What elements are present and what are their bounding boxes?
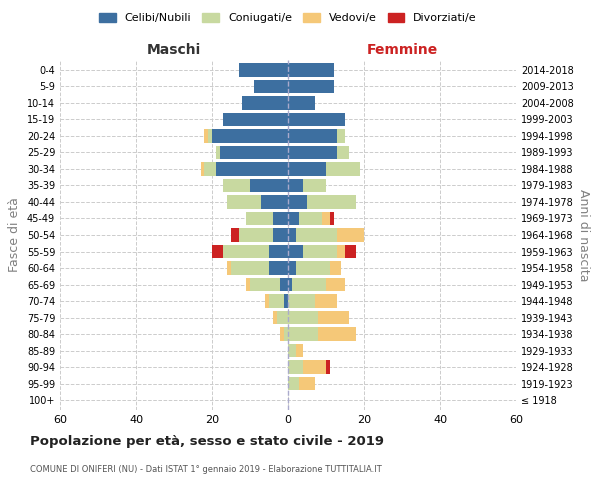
Bar bbox=[296, 228, 337, 241]
Bar bbox=[322, 212, 330, 225]
Bar bbox=[246, 278, 250, 291]
Bar bbox=[288, 360, 303, 374]
Bar bbox=[227, 262, 231, 274]
Bar bbox=[288, 80, 334, 93]
Bar bbox=[212, 245, 223, 258]
Bar bbox=[223, 113, 288, 126]
Bar bbox=[345, 245, 356, 258]
Bar bbox=[288, 179, 303, 192]
Bar bbox=[337, 228, 364, 241]
Bar bbox=[269, 245, 288, 258]
Bar bbox=[288, 96, 314, 110]
Bar bbox=[288, 377, 299, 390]
Bar bbox=[319, 328, 356, 340]
Bar bbox=[330, 212, 334, 225]
Text: Femmine: Femmine bbox=[367, 42, 437, 56]
Bar bbox=[307, 196, 356, 208]
Text: Maschi: Maschi bbox=[147, 42, 201, 56]
Bar bbox=[284, 328, 288, 340]
Bar bbox=[337, 146, 349, 159]
Bar bbox=[223, 179, 250, 192]
Bar bbox=[288, 196, 307, 208]
Bar bbox=[250, 179, 288, 192]
Y-axis label: Fasce di età: Fasce di età bbox=[8, 198, 21, 272]
Bar bbox=[212, 130, 288, 142]
Bar bbox=[303, 179, 326, 192]
Bar bbox=[288, 294, 314, 308]
Bar bbox=[262, 196, 288, 208]
Bar bbox=[299, 212, 322, 225]
Bar bbox=[246, 212, 273, 225]
Bar bbox=[292, 278, 326, 291]
Bar bbox=[200, 162, 205, 175]
Bar bbox=[288, 328, 319, 340]
Bar bbox=[314, 294, 337, 308]
Bar bbox=[231, 228, 239, 241]
Bar bbox=[288, 162, 326, 175]
Bar bbox=[239, 228, 273, 241]
Bar bbox=[288, 262, 296, 274]
Bar bbox=[227, 196, 262, 208]
Bar bbox=[273, 212, 288, 225]
Bar bbox=[288, 311, 319, 324]
Bar bbox=[330, 262, 341, 274]
Bar bbox=[280, 278, 288, 291]
Bar bbox=[337, 245, 345, 258]
Bar bbox=[288, 130, 337, 142]
Bar bbox=[273, 311, 277, 324]
Bar bbox=[296, 262, 330, 274]
Bar bbox=[269, 262, 288, 274]
Bar bbox=[250, 278, 280, 291]
Bar bbox=[239, 64, 288, 76]
Bar bbox=[326, 360, 330, 374]
Bar bbox=[242, 96, 288, 110]
Bar bbox=[205, 162, 216, 175]
Text: Popolazione per età, sesso e stato civile - 2019: Popolazione per età, sesso e stato civil… bbox=[30, 435, 384, 448]
Bar bbox=[326, 162, 360, 175]
Bar bbox=[208, 130, 212, 142]
Bar bbox=[269, 294, 284, 308]
Bar bbox=[303, 245, 337, 258]
Bar bbox=[303, 360, 326, 374]
Bar bbox=[288, 344, 296, 357]
Bar bbox=[216, 146, 220, 159]
Bar bbox=[265, 294, 269, 308]
Bar bbox=[288, 278, 292, 291]
Bar bbox=[337, 130, 345, 142]
Bar bbox=[288, 212, 299, 225]
Y-axis label: Anni di nascita: Anni di nascita bbox=[577, 188, 590, 281]
Bar bbox=[288, 64, 334, 76]
Text: COMUNE DI ONIFERI (NU) - Dati ISTAT 1° gennaio 2019 - Elaborazione TUTTITALIA.IT: COMUNE DI ONIFERI (NU) - Dati ISTAT 1° g… bbox=[30, 465, 382, 474]
Bar bbox=[205, 130, 208, 142]
Bar bbox=[288, 113, 345, 126]
Bar bbox=[280, 328, 284, 340]
Bar bbox=[223, 245, 269, 258]
Bar bbox=[254, 80, 288, 93]
Legend: Celibi/Nubili, Coniugati/e, Vedovi/e, Divorziati/e: Celibi/Nubili, Coniugati/e, Vedovi/e, Di… bbox=[95, 8, 481, 28]
Bar bbox=[319, 311, 349, 324]
Bar bbox=[299, 377, 314, 390]
Bar bbox=[273, 228, 288, 241]
Bar bbox=[277, 311, 288, 324]
Bar bbox=[326, 278, 345, 291]
Bar bbox=[216, 162, 288, 175]
Bar bbox=[296, 344, 303, 357]
Bar bbox=[231, 262, 269, 274]
Bar bbox=[284, 294, 288, 308]
Bar bbox=[288, 245, 303, 258]
Bar bbox=[288, 228, 296, 241]
Bar bbox=[220, 146, 288, 159]
Bar bbox=[288, 146, 337, 159]
